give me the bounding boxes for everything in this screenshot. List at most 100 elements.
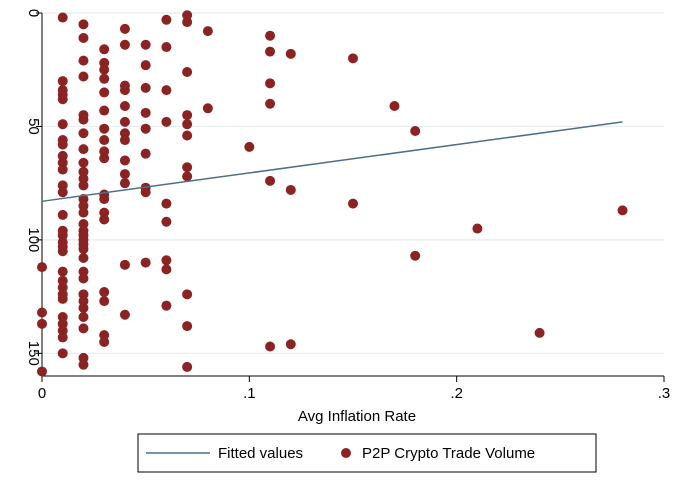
- scatter-point-120: [182, 171, 193, 182]
- x-tick-label-2: .2: [450, 385, 463, 402]
- x-tick-label-1: .1: [243, 385, 256, 402]
- scatter-point-75: [99, 194, 110, 205]
- scatter-point-59: [78, 302, 89, 313]
- plot-area: [42, 13, 664, 376]
- scatter-point-85: [119, 85, 130, 96]
- scatter-point-71: [99, 135, 110, 146]
- scatter-point-140: [410, 250, 421, 261]
- scatter-point-127: [265, 30, 276, 41]
- scatter-point-23: [57, 266, 68, 277]
- scatter-point-35: [78, 55, 89, 66]
- scatter-point-40: [78, 144, 89, 155]
- scatter-point-81: [99, 336, 110, 347]
- scatter-point-89: [119, 135, 130, 146]
- scatter-point-73: [99, 153, 110, 164]
- scatter-point-129: [265, 78, 276, 89]
- scatter-point-94: [119, 309, 130, 320]
- x-tick-label-0: 0: [38, 385, 46, 402]
- scatter-point-100: [140, 148, 151, 159]
- scatter-point-139: [410, 125, 421, 136]
- scatter-point-8: [57, 94, 68, 105]
- scatter-point-116: [182, 110, 193, 121]
- scatter-point-96: [140, 60, 151, 71]
- y-tick-label-0: 0: [25, 9, 42, 17]
- scatter-point-124: [202, 26, 213, 37]
- scatter-point-27: [57, 293, 68, 304]
- scatter-point-143: [617, 205, 628, 216]
- scatter-point-82: [119, 23, 130, 34]
- scatter-point-142: [534, 327, 545, 338]
- scatter-point-11: [57, 139, 68, 150]
- scatter-point-123: [182, 361, 193, 372]
- y-tick-label-3: 150: [25, 341, 42, 366]
- scatter-point-92: [119, 178, 130, 189]
- scatter-point-60: [78, 312, 89, 323]
- scatter-point-109: [161, 216, 172, 227]
- scatter-point-69: [99, 105, 110, 116]
- scatter-point-61: [78, 323, 89, 334]
- scatter-point-77: [99, 214, 110, 225]
- scatter-point-32: [57, 348, 68, 359]
- scatter-point-125: [202, 103, 213, 114]
- scatter-point-122: [182, 321, 193, 332]
- scatter-point-117: [182, 119, 193, 130]
- scatter-point-108: [161, 198, 172, 209]
- scatter-point-63: [78, 359, 89, 370]
- scatter-point-41: [78, 157, 89, 168]
- scatter-point-110: [161, 255, 172, 266]
- scatter-point-133: [285, 48, 296, 59]
- scatter-point-118: [182, 130, 193, 141]
- y-tick-label-2: 100: [25, 227, 42, 252]
- scatter-point-136: [348, 53, 358, 64]
- scatter-point-16: [57, 187, 68, 198]
- scatter-point-97: [140, 82, 151, 93]
- scatter-point-1: [37, 307, 47, 318]
- scatter-point-38: [78, 114, 89, 125]
- legend-fitted-label: Fitted values: [218, 445, 303, 462]
- scatter-point-36: [78, 71, 89, 82]
- scatter-point-105: [161, 42, 172, 53]
- y-tick-label-1: 50: [25, 118, 42, 135]
- scatter-point-70: [99, 123, 110, 134]
- scatter-point-79: [99, 296, 110, 307]
- scatter-point-134: [285, 184, 296, 195]
- scatter-point-137: [348, 198, 358, 209]
- scatter-point-86: [119, 101, 130, 112]
- scatter-point-56: [78, 273, 89, 284]
- scatter-point-130: [265, 98, 276, 109]
- scatter-point-119: [182, 162, 193, 173]
- data-marks: [37, 10, 628, 377]
- scatter-point-104: [161, 14, 172, 25]
- scatter-point-141: [472, 223, 483, 234]
- scatter-point-114: [182, 17, 193, 28]
- scatter-point-126: [244, 141, 255, 152]
- scatter-point-121: [182, 289, 193, 300]
- scatter-point-31: [57, 332, 68, 343]
- scatter-point-132: [265, 341, 276, 352]
- scatter-point-33: [78, 19, 89, 30]
- scatter-point-115: [182, 66, 193, 77]
- scatter-point-68: [99, 87, 110, 98]
- scatter-point-0: [37, 262, 47, 273]
- scatter-point-128: [265, 46, 276, 57]
- scatter-point-39: [78, 128, 89, 139]
- fitted-values-line: [41, 121, 623, 203]
- scatter-point-22: [57, 246, 68, 257]
- scatter-point-95: [140, 39, 151, 50]
- scatter-point-54: [78, 253, 89, 264]
- x-tick-label-3: .3: [658, 385, 671, 402]
- scatter-point-2: [37, 318, 47, 329]
- scatter-point-102: [140, 187, 151, 198]
- scatter-point-138: [389, 101, 400, 112]
- scatter-point-66: [99, 64, 110, 75]
- scatter-point-78: [99, 287, 110, 298]
- scatter-point-9: [57, 119, 68, 130]
- scatter-point-67: [99, 73, 110, 84]
- scatter-point-106: [161, 85, 172, 96]
- scatter-point-91: [119, 169, 130, 180]
- scatter-point-98: [140, 107, 151, 118]
- scatter-point-14: [57, 164, 68, 175]
- legend-scatter-label: P2P Crypto Trade Volume: [362, 445, 535, 462]
